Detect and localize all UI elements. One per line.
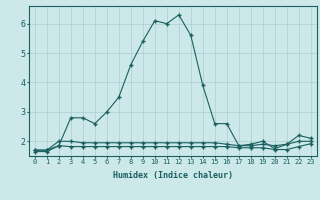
X-axis label: Humidex (Indice chaleur): Humidex (Indice chaleur) [113,171,233,180]
